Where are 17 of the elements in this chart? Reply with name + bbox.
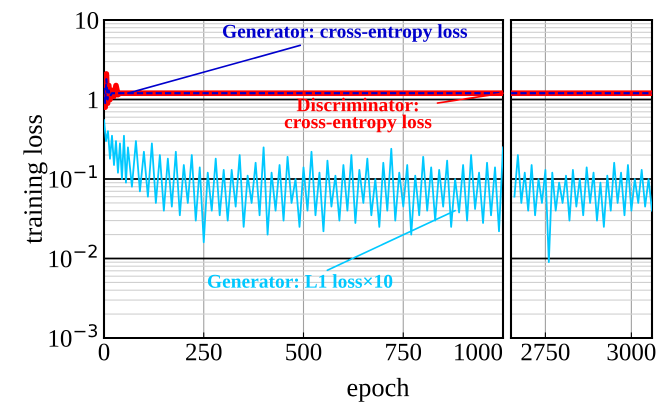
x-tick-label: 0 [98,344,110,360]
x-tick-label: 250 [186,344,222,360]
y-tick-label: 10 [76,12,98,29]
x-tick-label: 750 [386,344,422,360]
x-tick-label: 1000 [455,344,502,360]
x-tick-label: 500 [286,344,322,360]
y-tick-label: 10$^{−2}$ [50,244,97,268]
y-tick-label: 10$^{−1}$ [50,165,97,188]
x-tick-label: 2750 [521,344,570,360]
x-tick-label: 3000 [608,344,656,360]
annotation: Generator: cross-entropy loss [222,24,468,42]
annotation: Generator: L1 loss×10 [208,274,392,288]
x-axis-title: epoch [348,378,410,402]
y-tick-label: 1 [88,92,98,108]
y-axis-title: training loss [23,115,48,244]
y-tick-label: 10$^{−3}$ [50,324,98,347]
annotation: Discriminator: cross-entropy loss [284,98,432,132]
